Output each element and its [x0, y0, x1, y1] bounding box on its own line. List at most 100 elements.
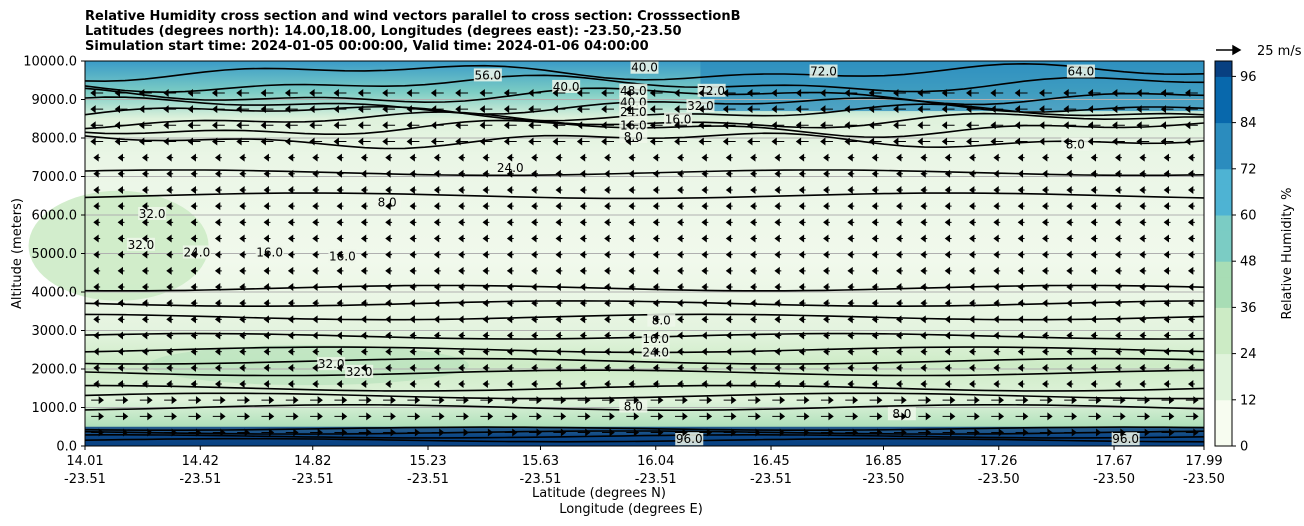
wind-vector — [531, 234, 539, 243]
wind-vector — [847, 153, 855, 162]
wind-vector — [188, 412, 202, 421]
colorbar-frame — [1214, 60, 1233, 447]
wind-vector — [774, 315, 782, 324]
wind-vector — [701, 218, 709, 227]
wind-vector — [625, 105, 639, 114]
wind-vector — [214, 234, 222, 243]
wind-vector — [625, 88, 639, 97]
wind-vector — [458, 299, 466, 308]
wind-vector — [652, 153, 660, 162]
wind-vector — [722, 137, 736, 146]
wind-vector — [239, 315, 247, 324]
contour-label: 32.0 — [139, 207, 166, 221]
wind-vector — [918, 428, 932, 437]
wind-vector — [798, 250, 806, 259]
wind-vector — [360, 169, 368, 178]
wind-vector — [141, 347, 149, 356]
wind-vector — [795, 137, 809, 146]
wind-vector — [260, 88, 274, 97]
wind-vector — [214, 202, 222, 211]
wind-vector — [677, 299, 684, 308]
wind-vector — [896, 331, 903, 340]
wind-vector — [844, 121, 858, 130]
wind-vector — [941, 88, 955, 97]
x-tick-lat: 16.85 — [865, 454, 902, 469]
wind-vector — [407, 396, 421, 405]
wind-vector — [433, 299, 441, 308]
wind-vector — [285, 412, 299, 421]
wind-vector — [969, 153, 976, 162]
wind-vector — [433, 380, 441, 389]
wind-vector — [93, 282, 101, 291]
wind-vector — [1115, 331, 1122, 340]
wind-vector — [312, 185, 320, 194]
wind-vector — [1163, 185, 1171, 194]
wind-vector — [1017, 299, 1025, 308]
wind-vector — [309, 121, 323, 130]
wind-vector — [406, 137, 420, 146]
wind-vector — [649, 121, 663, 130]
wind-vector — [1066, 347, 1074, 356]
wind-vector — [893, 396, 907, 405]
wind-vector — [458, 185, 466, 194]
wind-vector — [166, 282, 174, 291]
wind-vector — [360, 380, 368, 389]
wind-vector — [725, 347, 733, 356]
wind-vector — [312, 169, 320, 178]
wind-vector — [847, 380, 855, 389]
wind-vector — [628, 363, 636, 372]
wind-vector — [701, 169, 709, 178]
wind-vector — [385, 282, 393, 291]
contour-line — [84, 434, 1205, 439]
wind-vector — [722, 105, 736, 114]
wind-vector — [117, 299, 125, 308]
wind-vector — [1087, 105, 1101, 114]
wind-vector — [920, 282, 928, 291]
wind-vector — [750, 266, 757, 275]
wind-vector — [969, 315, 976, 324]
wind-vector — [725, 234, 733, 243]
wind-vector — [1090, 299, 1098, 308]
wind-vector — [579, 331, 587, 340]
chart-title: Relative Humidity cross section and wind… — [85, 9, 741, 54]
wind-vector — [798, 331, 806, 340]
wind-vector — [868, 137, 882, 146]
wind-vector — [1090, 202, 1098, 211]
wind-vector — [239, 266, 247, 275]
wind-vector — [993, 299, 1001, 308]
wind-vector — [1090, 185, 1098, 194]
wind-vector — [798, 218, 806, 227]
wind-vector — [1139, 153, 1147, 162]
wind-vector — [1042, 185, 1049, 194]
wind-vector — [579, 234, 587, 243]
wind-vector — [214, 250, 222, 259]
wind-vector — [430, 88, 444, 97]
wind-vector — [309, 105, 323, 114]
wind-vector — [482, 218, 490, 227]
wind-vector — [263, 169, 271, 178]
wind-vector — [701, 153, 709, 162]
wind-vector — [287, 380, 295, 389]
wind-vector — [409, 282, 417, 291]
wind-vector — [604, 169, 612, 178]
wind-vector — [433, 282, 441, 291]
wind-vector — [188, 396, 202, 405]
wind-vector — [725, 169, 733, 178]
wind-vector — [628, 202, 636, 211]
wind-vector — [552, 88, 566, 97]
wind-vector — [628, 185, 636, 194]
contour-label: 16.0 — [329, 249, 356, 263]
wind-vector — [1039, 428, 1053, 437]
wind-vector — [750, 299, 757, 308]
wind-vector — [604, 153, 612, 162]
wind-vector — [1139, 250, 1147, 259]
wind-vector — [1161, 428, 1175, 437]
wind-vector — [1188, 315, 1195, 324]
wind-vector — [674, 105, 687, 114]
wind-vector — [1137, 412, 1151, 421]
wind-vector — [287, 218, 295, 227]
wind-vector — [409, 234, 417, 243]
wind-vector — [652, 331, 660, 340]
wind-vector — [1017, 250, 1025, 259]
wind-vector — [406, 121, 420, 130]
